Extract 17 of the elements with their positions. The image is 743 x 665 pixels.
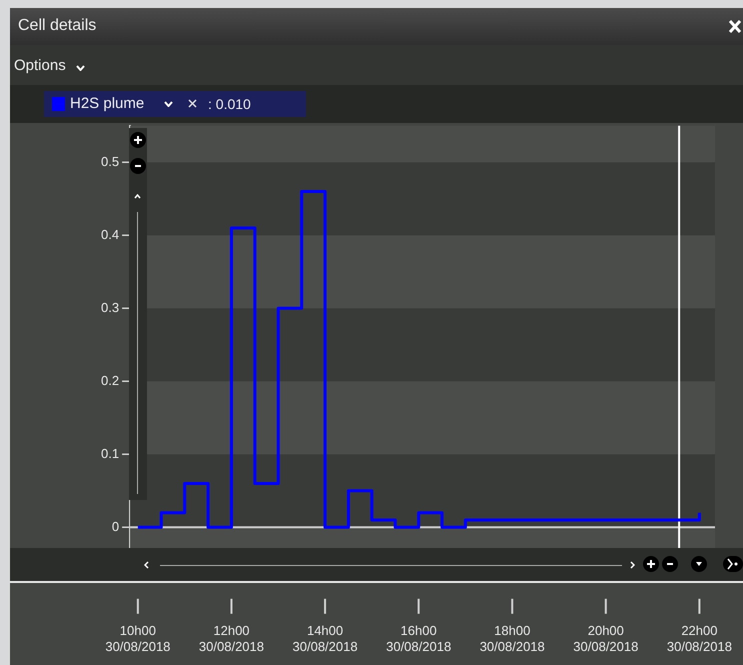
x-tick-label: 12h00 30/08/2018 <box>198 623 264 654</box>
y-tick-label: 0.3 <box>100 300 120 315</box>
chart-title: Cell details <box>18 17 96 35</box>
text: : 0.010 <box>208 96 251 112</box>
y-tick-label: 0.5 <box>100 154 120 169</box>
x-tick-label: 16h00 30/08/2018 <box>386 623 452 654</box>
x-tick-label: 14h00 30/08/2018 <box>292 623 358 654</box>
y-tick-label: 0.1 <box>100 446 120 461</box>
x-tick-label: 18h00 30/08/2018 <box>480 623 545 654</box>
text: Options <box>14 57 66 74</box>
y-tick-label: 0.4 <box>100 226 120 242</box>
legend-label: H2S plume <box>70 95 144 112</box>
x-tick-label: 10h00 30/08/2018 <box>105 623 170 654</box>
y-tick-label: 0 <box>112 518 120 534</box>
y-tick-label: 0.2 <box>100 372 120 388</box>
x-tick-label: 20h00 30/08/2018 <box>573 623 638 654</box>
x-tick-label: 22h00 30/08/2018 <box>666 623 732 654</box>
